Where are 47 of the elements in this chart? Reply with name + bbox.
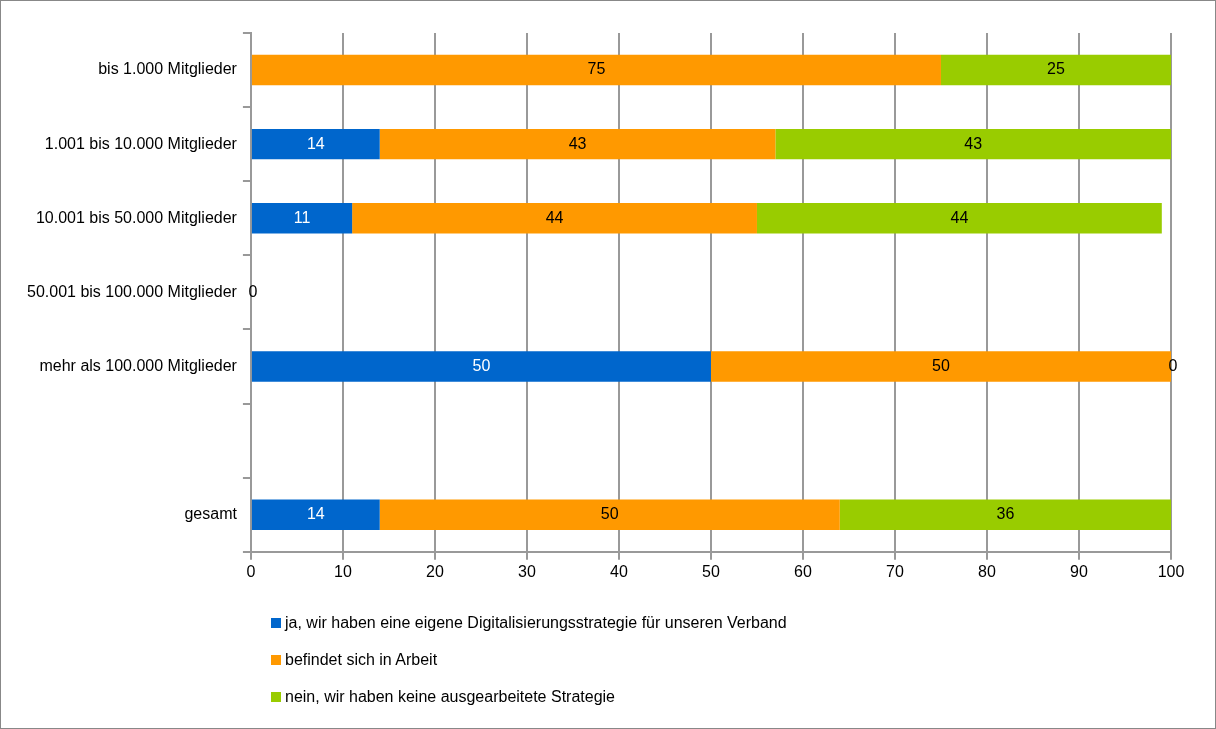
data-label: 50 [600, 505, 619, 523]
x-tick-label: 20 [426, 562, 444, 580]
data-label: 36 [996, 505, 1015, 523]
bar [251, 203, 353, 234]
y-tick-label: bis 1.000 Mitglieder [98, 60, 238, 78]
y-tick-label: 50.001 bis 100.000 Mitglieder [27, 282, 238, 300]
bar [251, 499, 380, 530]
bar [379, 128, 776, 160]
data-label: 43 [568, 134, 587, 152]
data-label: 14 [306, 505, 325, 523]
data-label: 75 [587, 60, 606, 78]
data-label: 25 [1047, 60, 1065, 78]
x-tick-label: 60 [794, 562, 812, 580]
x-tick-label: 100 [1157, 562, 1185, 580]
x-tick-label: 40 [610, 562, 628, 580]
data-label: 43 [964, 134, 983, 152]
x-tick-label: 90 [1070, 562, 1088, 580]
data-label: 11 [293, 208, 311, 226]
data-label: 0 [248, 282, 258, 300]
legend-label: nein, wir haben keine ausgearbeitete Strategie [285, 688, 615, 706]
bar [379, 499, 840, 530]
bar [251, 54, 941, 86]
x-tick-label: 80 [978, 562, 996, 580]
data-label: 44 [950, 208, 969, 226]
y-tick-label: mehr als 100.000 Mitglieder [39, 356, 238, 374]
data-label: 44 [545, 208, 564, 226]
bar [940, 54, 1171, 86]
bar [352, 203, 757, 234]
data-label: 50 [932, 356, 950, 374]
legend-label: befindet sich in Arbeit [285, 651, 438, 669]
x-tick-label: 70 [886, 562, 904, 580]
data-label: 50 [472, 356, 491, 374]
legend-label: ja, wir haben eine eigene Digitalisierungsstrategie für unseren Verband [285, 614, 787, 632]
data-label: 14 [306, 134, 325, 152]
bar [251, 128, 380, 160]
y-tick-label: 10.001 bis 50.000 Mitglieder [35, 208, 238, 226]
y-tick-label: 1.001 bis 10.000 Mitglieder [44, 134, 238, 152]
bar [756, 203, 1162, 234]
x-tick-label: 50 [702, 562, 720, 580]
x-tick-label: 30 [518, 562, 536, 580]
bar [839, 499, 1171, 530]
x-tick-label: 0 [246, 562, 256, 580]
bar [251, 351, 711, 382]
bar [710, 351, 1171, 382]
bar [775, 128, 1171, 160]
y-tick-label: gesamt [184, 505, 238, 523]
x-tick-label: 10 [334, 562, 352, 580]
